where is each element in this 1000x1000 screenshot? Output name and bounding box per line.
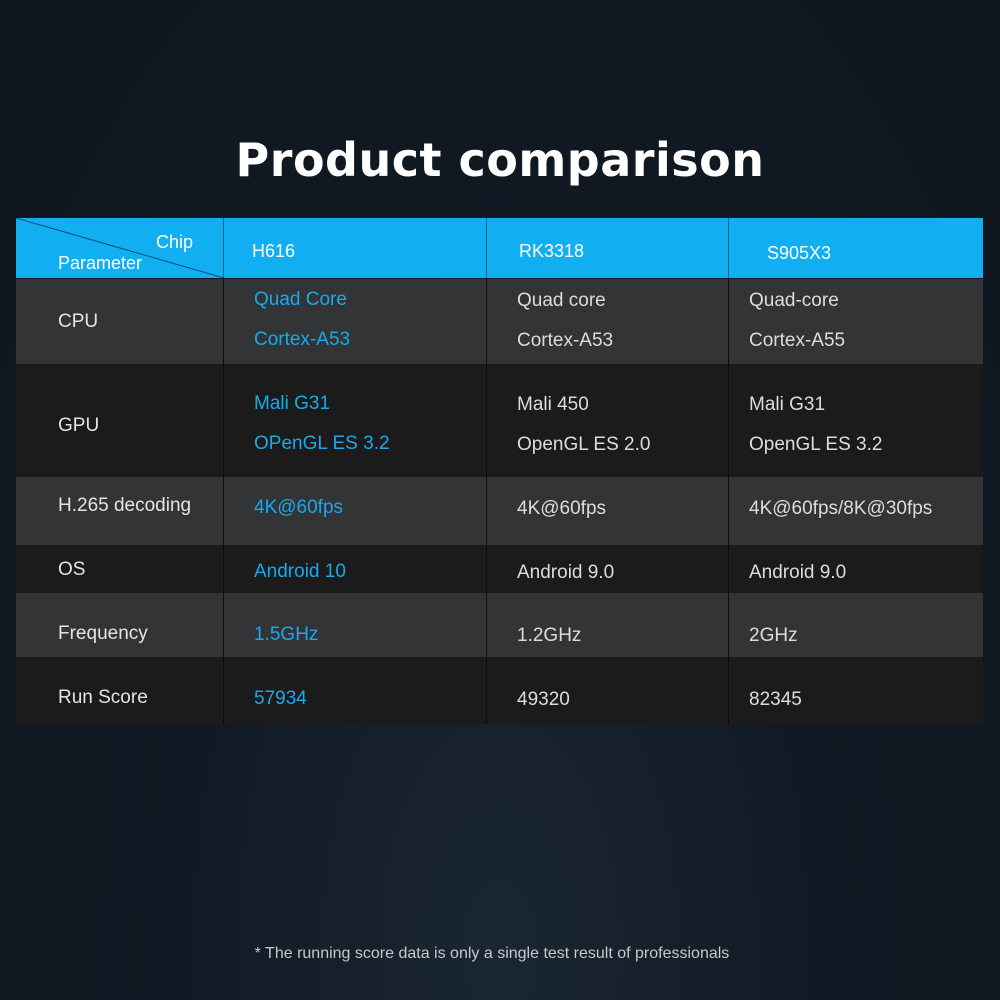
value-line: Quad-core [749,290,839,311]
param-cell: H.265 decoding [16,477,224,545]
param-cell: Run Score [16,657,224,724]
value-cell-h616: 1.5GHz [224,593,487,657]
table-header-row: Chip Parameter H616 RK3318 S905X3 [16,218,983,278]
header-col-label: H616 [252,241,296,261]
table-row-os: OS Android 10 Android 9.0 Android 9.0 [16,545,983,593]
header-col-label: RK3318 [519,241,585,261]
param-label: Run Score [58,687,148,708]
header-col-rk3318: RK3318 [487,218,729,278]
value-line: Cortex-A53 [517,330,614,351]
value-line: Mali 450 [517,394,589,415]
value-cell-s905x3: Quad-core Cortex-A55 [729,279,983,364]
value-line: OpenGL ES 2.0 [517,434,651,455]
value-line: Quad Core [254,289,347,310]
comparison-table: Chip Parameter H616 RK3318 S905X3 CPU Qu… [16,218,983,724]
header-corner-cell: Chip Parameter [16,218,224,278]
value-line: 82345 [749,689,802,710]
value-line: OPenGL ES 3.2 [254,433,390,454]
value-line: 1.5GHz [254,624,319,645]
table-row-run-score: Run Score 57934 49320 82345 [16,657,983,724]
table-row-frequency: Frequency 1.5GHz 1.2GHz 2GHz [16,593,983,657]
header-col-s905x3: S905X3 [729,218,983,278]
param-cell: Frequency [16,593,224,657]
param-cell: CPU [16,279,224,364]
value-cell-rk3318: 4K@60fps [487,477,729,545]
value-cell-s905x3: 2GHz [729,593,983,657]
value-cell-s905x3: Mali G31 OpenGL ES 3.2 [729,364,983,477]
value-line: 4K@60fps/8K@30fps [749,498,933,519]
value-line: Android 10 [254,561,346,582]
value-cell-rk3318: Quad core Cortex-A53 [487,279,729,364]
value-cell-h616: Quad Core Cortex-A53 [224,279,487,364]
header-chip-label: Chip [155,232,193,252]
value-cell-h616: Android 10 [224,545,487,593]
value-cell-rk3318: 1.2GHz [487,593,729,657]
value-cell-s905x3: Android 9.0 [729,545,983,593]
footnote: * The running score data is only a singl… [254,945,730,962]
header-col-label: S905X3 [767,243,832,263]
value-line: 2GHz [749,625,798,646]
value-cell-rk3318: Mali 450 OpenGL ES 2.0 [487,364,729,477]
value-line: 57934 [254,688,307,709]
value-cell-s905x3: 82345 [729,657,983,724]
value-line: Android 9.0 [749,562,847,583]
value-line: Cortex-A55 [749,330,846,351]
header-col-h616: H616 [224,218,487,278]
param-label: CPU [58,311,99,332]
value-cell-h616: Mali G31 OPenGL ES 3.2 [224,364,487,477]
value-cell-h616: 4K@60fps [224,477,487,545]
table-row-h265-decoding: H.265 decoding 4K@60fps 4K@60fps 4K@60fp… [16,477,983,545]
value-line: Android 9.0 [517,562,615,583]
param-label: GPU [58,415,100,436]
param-label: H.265 decoding [58,495,192,516]
table-row-gpu: GPU Mali G31 OPenGL ES 3.2 Mali 450 Open… [16,364,983,477]
value-cell-h616: 57934 [224,657,487,724]
value-line: Mali G31 [254,393,331,414]
value-line: OpenGL ES 3.2 [749,434,883,455]
value-line: Quad core [517,290,606,311]
header-parameter-label: Parameter [58,253,143,273]
value-line: Cortex-A53 [254,329,351,350]
value-line: 4K@60fps [517,498,607,519]
param-label: Frequency [58,623,148,644]
param-label: OS [58,559,86,580]
value-line: 49320 [517,689,570,710]
value-line: 4K@60fps [254,497,344,518]
value-cell-s905x3: 4K@60fps/8K@30fps [729,477,983,545]
diagonal-divider [16,218,224,278]
value-cell-rk3318: Android 9.0 [487,545,729,593]
page-title: Product comparison [235,133,765,187]
table-row-cpu: CPU Quad Core Cortex-A53 Quad core Corte… [16,279,983,364]
value-line: Mali G31 [749,394,826,415]
param-cell: OS [16,545,224,593]
param-cell: GPU [16,364,224,477]
value-cell-rk3318: 49320 [487,657,729,724]
value-line: 1.2GHz [517,625,582,646]
